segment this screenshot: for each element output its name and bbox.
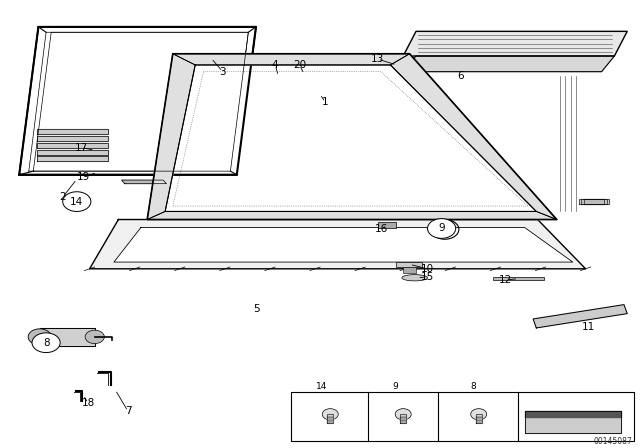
Circle shape <box>323 409 339 420</box>
Text: 9: 9 <box>393 382 398 391</box>
Polygon shape <box>579 199 604 204</box>
Text: 7: 7 <box>125 406 131 416</box>
Polygon shape <box>400 414 406 423</box>
Text: 00145087: 00145087 <box>593 437 632 446</box>
Polygon shape <box>37 143 108 148</box>
Text: 18: 18 <box>82 398 95 408</box>
Polygon shape <box>378 222 396 228</box>
Circle shape <box>85 330 104 344</box>
Text: 15: 15 <box>421 272 434 282</box>
Text: 8: 8 <box>471 382 476 391</box>
Text: 13: 13 <box>371 54 384 64</box>
Polygon shape <box>37 136 108 141</box>
Polygon shape <box>147 54 557 220</box>
Polygon shape <box>584 199 609 204</box>
Text: 2: 2 <box>60 192 66 202</box>
Polygon shape <box>525 417 621 433</box>
Polygon shape <box>403 56 614 72</box>
Circle shape <box>428 219 456 238</box>
Polygon shape <box>403 31 627 56</box>
Polygon shape <box>19 27 256 175</box>
Polygon shape <box>493 277 544 280</box>
Polygon shape <box>476 414 482 423</box>
Polygon shape <box>40 328 95 346</box>
Polygon shape <box>396 262 422 267</box>
Circle shape <box>396 409 412 420</box>
Polygon shape <box>19 27 256 175</box>
Polygon shape <box>581 199 607 204</box>
Circle shape <box>32 333 60 353</box>
Text: 14: 14 <box>316 382 327 391</box>
Polygon shape <box>403 267 416 273</box>
Polygon shape <box>327 414 333 423</box>
Polygon shape <box>37 129 108 134</box>
Polygon shape <box>147 54 195 220</box>
Polygon shape <box>90 220 586 269</box>
Polygon shape <box>165 65 536 211</box>
Text: 9: 9 <box>438 224 445 233</box>
Polygon shape <box>122 180 166 184</box>
Text: 19: 19 <box>77 172 90 182</box>
Polygon shape <box>37 150 108 155</box>
Text: 12: 12 <box>499 275 512 285</box>
Polygon shape <box>390 54 557 220</box>
Text: 3: 3 <box>220 67 226 77</box>
Text: 11: 11 <box>582 322 595 332</box>
Polygon shape <box>147 211 557 220</box>
Polygon shape <box>37 156 108 161</box>
Polygon shape <box>114 228 573 262</box>
Circle shape <box>471 409 487 420</box>
Text: 8: 8 <box>43 338 49 348</box>
Text: 5: 5 <box>253 304 259 314</box>
Text: 1: 1 <box>322 97 328 107</box>
Text: 10: 10 <box>421 264 434 274</box>
Circle shape <box>28 329 51 345</box>
Text: 16: 16 <box>375 224 388 234</box>
Text: 4: 4 <box>272 60 278 70</box>
Polygon shape <box>173 54 410 65</box>
Ellipse shape <box>402 275 428 281</box>
Polygon shape <box>525 411 621 417</box>
Text: 20: 20 <box>293 60 306 70</box>
Bar <box>291 392 634 441</box>
Text: 14: 14 <box>70 197 83 207</box>
Text: 6: 6 <box>458 71 464 81</box>
Text: 17: 17 <box>76 143 88 153</box>
Polygon shape <box>533 305 627 328</box>
Circle shape <box>63 192 91 211</box>
